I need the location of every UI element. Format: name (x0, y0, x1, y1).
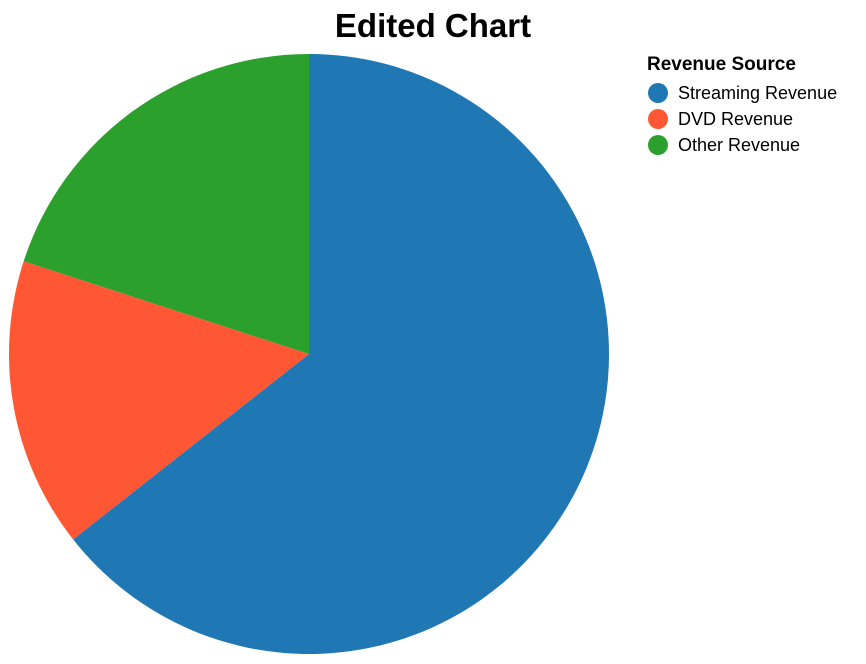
legend-swatch-dvd-revenue (648, 109, 668, 129)
chart-title: Edited Chart (334, 7, 532, 44)
pie-slices (8, 54, 609, 654)
legend-label-streaming-revenue: Streaming Revenue (678, 82, 838, 103)
pie-slice-dvd-revenue (8, 261, 309, 540)
legend-item-streaming-revenue: Streaming Revenue (647, 80, 837, 106)
legend-label-other-revenue: Other Revenue (678, 134, 801, 155)
pie-slice-other-revenue (23, 54, 310, 354)
legend: Revenue Source Streaming Revenue DVD Rev… (647, 53, 837, 158)
pie-slice-streaming-revenue (73, 54, 609, 654)
legend-label-dvd-revenue: DVD Revenue (678, 108, 794, 129)
legend-swatch-streaming-revenue (648, 83, 668, 103)
legend-swatch-other-revenue (648, 135, 668, 155)
legend-item-dvd-revenue: DVD Revenue (647, 106, 837, 132)
legend-title: Revenue Source (647, 54, 796, 75)
legend-item-other-revenue: Other Revenue (647, 132, 837, 158)
